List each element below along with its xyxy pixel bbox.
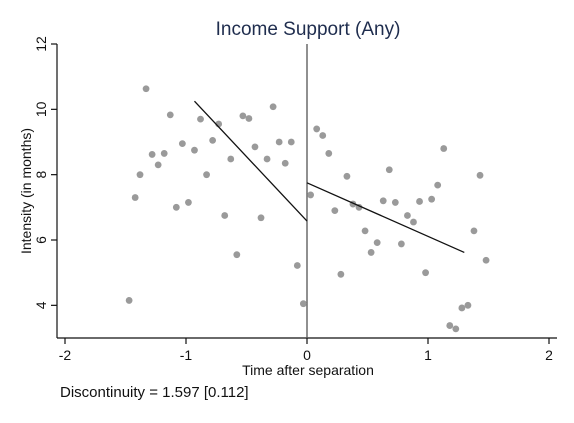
data-point xyxy=(221,212,229,219)
data-point xyxy=(416,198,423,205)
data-point xyxy=(379,197,387,205)
x-tick-label: 1 xyxy=(424,347,432,363)
data-point xyxy=(476,171,484,179)
x-ticks: -2 -1 0 1 2 xyxy=(59,338,553,363)
y-tick-label: 10 xyxy=(33,101,49,117)
data-point xyxy=(343,172,351,180)
data-point xyxy=(482,256,490,264)
data-point xyxy=(422,269,429,277)
data-point xyxy=(410,218,417,226)
x-tick-label: -1 xyxy=(180,347,193,363)
data-point xyxy=(361,227,369,235)
data-point xyxy=(160,150,168,157)
data-point xyxy=(367,249,375,256)
x-tick-label: 0 xyxy=(303,347,311,363)
data-point xyxy=(470,227,478,235)
data-point xyxy=(391,199,399,206)
data-point xyxy=(293,262,301,269)
fit-lines xyxy=(193,100,465,254)
data-point xyxy=(197,115,204,123)
data-point xyxy=(458,304,466,312)
data-point xyxy=(148,151,156,158)
data-point xyxy=(251,143,259,151)
y-tick-label: 4 xyxy=(33,301,49,309)
data-points xyxy=(125,85,490,333)
data-point xyxy=(178,140,186,148)
x-axis-label: Time after separation xyxy=(242,362,374,378)
y-axis-label: Intensity (in months) xyxy=(18,128,34,254)
data-point xyxy=(299,300,307,308)
x-tick-label: 2 xyxy=(545,347,553,363)
data-point xyxy=(166,111,174,119)
data-point xyxy=(404,212,411,219)
data-point xyxy=(233,251,241,259)
data-point xyxy=(446,322,454,329)
discontinuity-note: Discontinuity = 1.597 [0.112] xyxy=(60,384,249,401)
data-point xyxy=(287,138,295,146)
data-point xyxy=(239,112,247,120)
data-point xyxy=(245,115,253,122)
data-point xyxy=(331,207,339,215)
y-ticks: 4 6 8 10 12 xyxy=(33,36,57,309)
data-point xyxy=(209,136,217,144)
data-point xyxy=(434,181,442,189)
y-tick-label: 8 xyxy=(33,171,49,179)
data-point xyxy=(191,146,198,154)
chart-title: Income Support (Any) xyxy=(216,19,401,40)
data-point xyxy=(440,145,448,152)
data-point xyxy=(428,195,436,203)
data-point xyxy=(307,191,315,199)
data-point xyxy=(257,214,265,222)
y-tick-label: 6 xyxy=(33,236,49,244)
data-point xyxy=(269,103,277,111)
data-point xyxy=(281,159,289,167)
data-point xyxy=(142,85,150,93)
data-point xyxy=(154,161,162,169)
data-point xyxy=(203,171,210,179)
fit-line-left xyxy=(193,100,308,222)
data-point xyxy=(325,150,333,157)
data-point xyxy=(452,325,460,333)
fit-line-right xyxy=(306,182,465,254)
data-point xyxy=(313,125,321,133)
data-point xyxy=(227,155,235,163)
data-point xyxy=(337,270,345,278)
data-point xyxy=(397,240,405,248)
data-point xyxy=(131,194,139,201)
data-point xyxy=(172,203,180,211)
x-tick-label: -2 xyxy=(59,347,72,363)
data-point xyxy=(275,138,283,146)
data-point xyxy=(464,301,472,309)
y-tick-label: 12 xyxy=(33,36,49,52)
data-point xyxy=(185,199,192,206)
data-point xyxy=(373,239,381,247)
data-point xyxy=(319,132,327,139)
data-point xyxy=(385,166,393,174)
data-point xyxy=(263,155,271,163)
data-point xyxy=(125,297,133,304)
data-point xyxy=(136,171,144,179)
